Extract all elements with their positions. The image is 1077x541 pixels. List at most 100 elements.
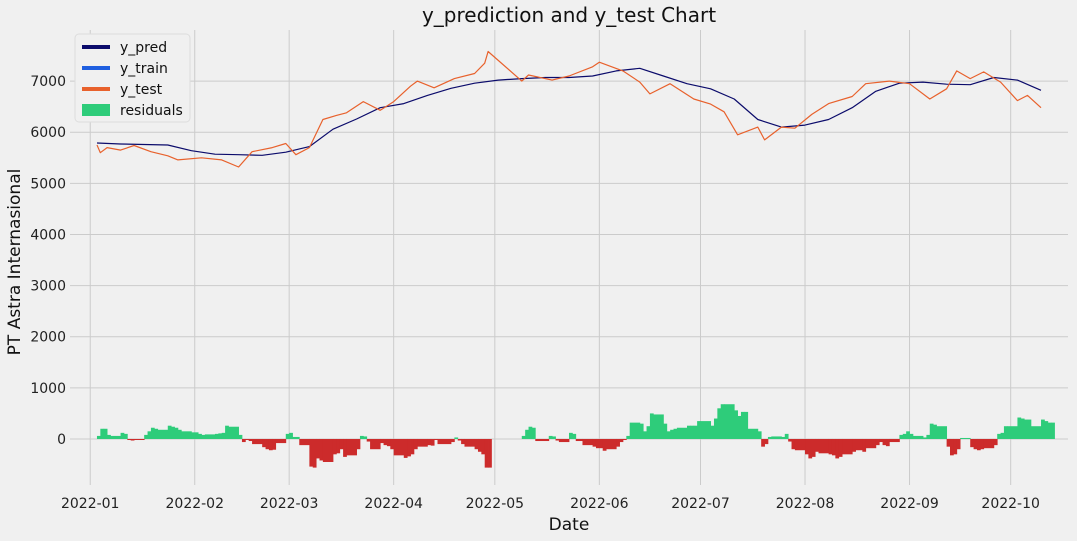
- residual-bar: [889, 438, 900, 443]
- residual-bar: [265, 438, 270, 450]
- residual-bar: [575, 438, 583, 442]
- legend-label-residuals: residuals: [120, 103, 183, 119]
- residual-bar: [569, 432, 573, 439]
- residual-bar: [1007, 426, 1018, 439]
- residual-bar: [268, 438, 273, 451]
- legend-label-y-train: y_train: [120, 61, 168, 77]
- residual-bar: [757, 431, 762, 439]
- residual-bar: [761, 438, 765, 447]
- y-tick-label: 7000: [30, 74, 66, 90]
- residual-bar: [552, 436, 556, 439]
- residual-bar: [1044, 421, 1049, 439]
- residual-bar: [427, 438, 432, 446]
- residual-bar: [744, 411, 749, 439]
- residual-bar: [808, 438, 813, 459]
- residual-bar: [363, 436, 368, 439]
- residual-bar: [225, 425, 229, 439]
- residual-bar: [228, 426, 239, 439]
- residual-bar: [899, 434, 904, 439]
- residual-bar: [177, 429, 182, 439]
- residual-bar: [1051, 422, 1055, 439]
- residual-bar: [784, 433, 789, 439]
- y-tick-label: 5000: [30, 176, 66, 192]
- residual-bar: [936, 426, 948, 439]
- residual-bar: [292, 436, 300, 439]
- residual-bar: [616, 438, 620, 447]
- residual-bar: [923, 437, 927, 439]
- residual-bar: [602, 438, 607, 451]
- residual-bar: [619, 438, 624, 443]
- residual-bar: [670, 429, 674, 439]
- grid-lines: [70, 30, 1068, 485]
- residual-bar: [909, 433, 914, 439]
- residual-bar: [370, 438, 381, 450]
- residual-bar: [134, 438, 145, 441]
- residual-bar: [201, 434, 206, 439]
- residual-bar: [983, 438, 995, 449]
- residual-bar: [673, 428, 678, 439]
- y-tick-label: 6000: [30, 125, 66, 141]
- y-tick-label: 4000: [30, 227, 66, 243]
- residual-bar: [123, 433, 128, 439]
- x-tick-label: 2022-01: [61, 496, 120, 512]
- residual-bar: [1017, 417, 1022, 439]
- residual-bar: [413, 438, 418, 450]
- residual-bars: [96, 404, 1055, 468]
- residual-bar: [831, 438, 836, 456]
- residual-bar: [1000, 432, 1005, 439]
- residual-bar: [734, 410, 738, 439]
- residual-bar: [646, 426, 651, 439]
- residual-bar: [457, 438, 462, 441]
- x-tick-label: 2022-07: [671, 496, 730, 512]
- residual-bar: [167, 425, 172, 439]
- residual-bar: [1027, 419, 1032, 439]
- y-axis-label: PT Astra Internasional: [5, 169, 25, 356]
- residual-bar: [724, 404, 735, 439]
- residual-bar: [791, 438, 796, 450]
- residual-bar: [383, 438, 388, 446]
- series-line-y-pred: [96, 67, 1042, 156]
- residual-bar: [1020, 418, 1025, 439]
- residual-bar: [477, 438, 482, 452]
- residual-bar: [558, 438, 570, 443]
- residual-bar: [666, 431, 671, 439]
- residual-bar: [953, 438, 958, 455]
- residual-bar: [289, 432, 293, 439]
- residual-bar: [488, 438, 492, 468]
- residual-bar: [386, 438, 391, 447]
- residual-bar: [336, 438, 341, 454]
- residual-bar: [1047, 422, 1052, 439]
- residual-bar: [204, 434, 216, 439]
- residual-bar: [157, 429, 169, 439]
- residual-bar: [885, 438, 890, 447]
- residual-bar: [902, 433, 907, 439]
- legend: y_pred y_train y_test residuals: [74, 33, 191, 123]
- residual-bar: [309, 438, 314, 467]
- residual-bar: [690, 425, 695, 439]
- residual-bar: [582, 438, 594, 446]
- residual-bar: [174, 427, 179, 439]
- residual-bar: [410, 438, 415, 455]
- residual-bar: [626, 435, 631, 439]
- residual-bar: [879, 438, 883, 443]
- residual-bar: [717, 408, 722, 439]
- residual-bar: [393, 438, 405, 456]
- residual-bar: [710, 425, 715, 439]
- residual-bar: [1003, 426, 1008, 439]
- residual-bar: [96, 435, 101, 439]
- residual-bar: [697, 421, 701, 439]
- residual-bar: [248, 438, 253, 442]
- residual-bar: [366, 438, 371, 442]
- residual-bar: [221, 432, 226, 439]
- residual-bar: [1024, 419, 1028, 439]
- residual-bar: [973, 438, 978, 450]
- residual-bar: [343, 438, 347, 457]
- residual-bar: [262, 438, 266, 448]
- residual-bar: [767, 436, 772, 439]
- residual-bar: [319, 438, 324, 461]
- residual-bar: [191, 432, 199, 439]
- residual-bar: [976, 438, 981, 451]
- y-tick-labels: 0 1000 2000 3000 4000 5000 6000 7000: [30, 74, 66, 448]
- residual-bar: [865, 438, 877, 449]
